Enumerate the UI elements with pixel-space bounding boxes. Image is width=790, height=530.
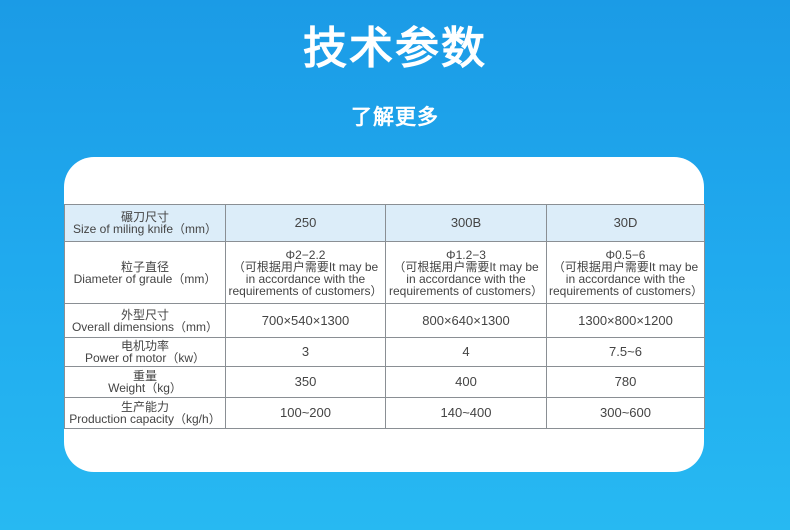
label-en: Production capacity（kg/h）: [69, 412, 221, 426]
value-cell: 4: [385, 337, 547, 367]
value-cell: 700×540×1300: [225, 303, 386, 338]
row-label: 重量 Weight（kg）: [64, 366, 226, 398]
value-note: （可根据用户需要It may be in accordance with the…: [549, 259, 704, 298]
spec-table: 碾刀尺寸 Size of miling knife（mm） 250 300B 30…: [64, 204, 705, 429]
model-cell: 250: [225, 204, 386, 242]
row-label: 碾刀尺寸 Size of miling knife（mm）: [64, 204, 226, 242]
value-cell: 300~600: [546, 397, 705, 429]
value-cell: Φ1.2−3 （可根据用户需要It may be in accordance wi…: [385, 241, 547, 304]
table-row: 外型尺寸 Overall dimensions（mm） 700×540×1300 …: [64, 303, 705, 338]
label-en: Size of miling knife（mm）: [72, 222, 218, 236]
label-en: Weight（kg）: [108, 381, 182, 395]
row-label: 电机功率 Power of motor（kw）: [64, 337, 226, 367]
label-zh: 粒子直径: [120, 259, 169, 274]
label-zh: 生产能力: [120, 400, 169, 414]
row-label: 粒子直径 Diameter of graule（mm）: [64, 241, 226, 304]
learn-more-link[interactable]: 了解更多: [351, 106, 439, 129]
value-cell: 100~200: [225, 397, 386, 429]
label-zh: 电机功率: [120, 339, 169, 353]
row-label: 外型尺寸 Overall dimensions（mm）: [64, 303, 226, 338]
value-cell: 800×640×1300: [385, 303, 547, 338]
table-header-row: 碾刀尺寸 Size of miling knife（mm） 250 300B 30…: [64, 204, 705, 242]
value-cell: 780: [546, 366, 705, 398]
value-cell: 400: [385, 366, 547, 398]
value-main: Φ2−2.2: [285, 247, 326, 262]
table-row: 重量 Weight（kg） 350 400 780: [64, 366, 705, 398]
label-zh: 外型尺寸: [120, 307, 169, 322]
label-zh: 重量: [132, 369, 157, 383]
label-en: Overall dimensions（mm）: [71, 319, 219, 334]
value-cell: 350: [225, 366, 386, 398]
value-main: Φ1.2−3: [446, 247, 486, 262]
value-note: （可根据用户需要It may be in accordance with the…: [228, 259, 383, 298]
label-zh: 碾刀尺寸: [120, 210, 169, 224]
row-label: 生产能力 Production capacity（kg/h）: [64, 397, 226, 429]
value-note: （可根据用户需要It may be in accordance with the…: [388, 259, 544, 298]
model-cell: 30D: [546, 204, 705, 242]
value-cell: Φ2−2.2 （可根据用户需要It may be in accordance wi…: [225, 241, 386, 304]
label-en: Diameter of graule（mm）: [73, 271, 217, 286]
table-row: 粒子直径 Diameter of graule（mm） Φ2−2.2 （可根据用户需…: [64, 241, 705, 304]
value-cell: 1300×800×1200: [546, 303, 705, 338]
value-cell: 140~400: [385, 397, 547, 429]
value-cell: 3: [225, 337, 386, 367]
value-cell: Φ0.5−6 （可根据用户需要It may be in accordance wi…: [546, 241, 705, 304]
model-cell: 300B: [385, 204, 547, 242]
page-title: 技术参数: [303, 24, 487, 73]
value-cell: 7.5~6: [546, 337, 705, 367]
table-row: 生产能力 Production capacity（kg/h） 100~200 14…: [64, 397, 705, 429]
table-row: 电机功率 Power of motor（kw） 3 4 7.5~6: [64, 337, 705, 367]
value-main: Φ0.5−6: [605, 247, 646, 262]
label-en: Power of motor（kw）: [84, 351, 206, 365]
